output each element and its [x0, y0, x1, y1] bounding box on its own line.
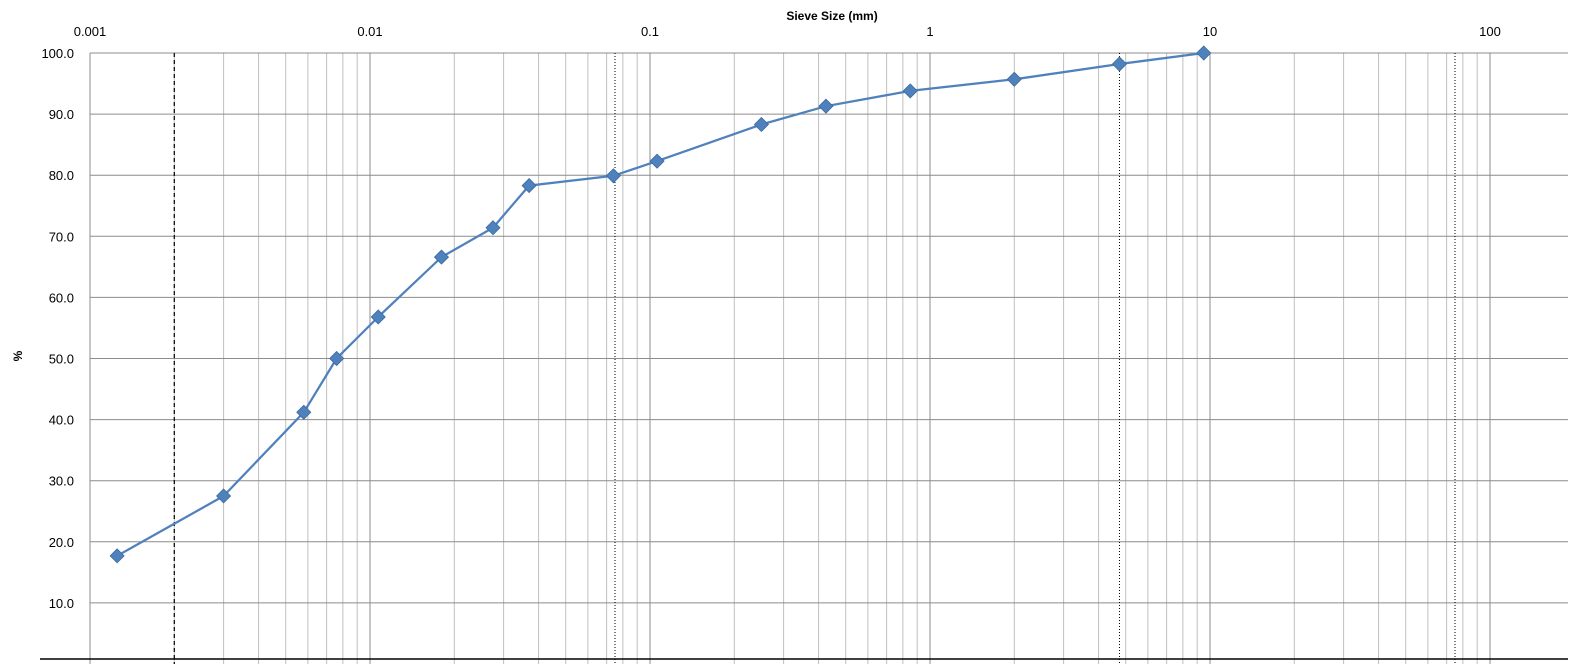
- data-point-marker: [753, 116, 769, 133]
- y-tick-label: 80.0: [49, 168, 74, 183]
- y-tick-label: 60.0: [49, 290, 74, 305]
- x-tick-label: 1: [926, 24, 933, 39]
- y-axis-title: %: [11, 350, 25, 361]
- x-tick-label: 0.1: [641, 24, 659, 39]
- data-point-marker: [485, 220, 501, 236]
- x-axis-title: Sieve Size (mm): [786, 9, 877, 23]
- data-point-marker: [605, 168, 621, 184]
- y-tick-labels: 10.0 20.0 30.0 40.0 50.0 60.0 70.0 80.0 90.0 100.…: [41, 46, 74, 611]
- y-tick-label: 90.0: [49, 107, 74, 122]
- x-tick-labels: 0.001 0.01 0.1 1 10 100: [74, 24, 1501, 39]
- series-line: [116, 51, 1204, 557]
- y-tick-label: 70.0: [49, 229, 74, 244]
- data-point-marker: [370, 309, 386, 325]
- data-point-marker: [1006, 71, 1022, 87]
- y-tick-label: 20.0: [49, 535, 74, 550]
- series-layer: [109, 45, 1212, 564]
- y-tick-label: 50.0: [49, 352, 74, 367]
- x-tick-label: 0.01: [357, 24, 382, 39]
- x-tick-label: 0.001: [74, 24, 107, 39]
- data-point-marker: [521, 178, 537, 194]
- data-point-marker: [329, 350, 345, 367]
- reference-lines: [173, 53, 1456, 664]
- data-point-marker: [649, 153, 665, 169]
- major-gridlines: [89, 52, 1568, 664]
- data-point-marker: [1111, 56, 1128, 72]
- y-tick-label: 10.0: [49, 596, 74, 611]
- x-tick-label: 10: [1203, 24, 1217, 39]
- data-point-marker: [818, 98, 834, 114]
- data-point-marker: [1196, 45, 1212, 61]
- data-point-marker: [109, 548, 125, 564]
- data-point-marker: [296, 404, 312, 420]
- y-tick-label: 100.0: [41, 46, 74, 61]
- data-point-marker: [902, 83, 918, 99]
- data-point-marker: [433, 249, 450, 265]
- y-tick-label: 30.0: [49, 474, 74, 489]
- data-point-marker: [216, 488, 232, 504]
- y-tick-label: 40.0: [49, 413, 74, 428]
- x-tick-label: 100: [1479, 24, 1501, 39]
- axis-lines: [40, 53, 1568, 664]
